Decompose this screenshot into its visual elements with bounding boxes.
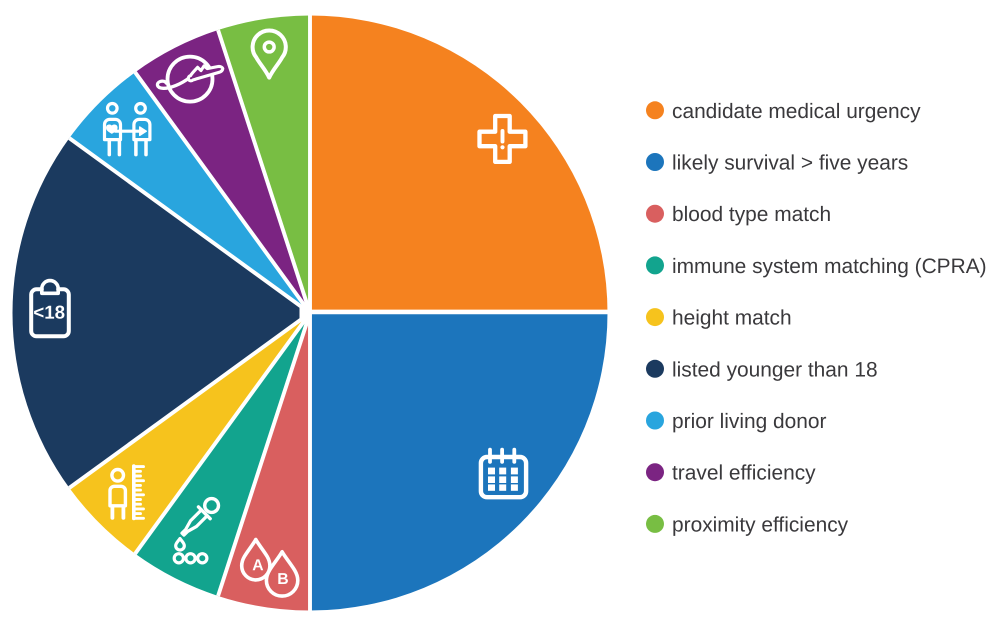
svg-text:immune system matching (CPRA): immune system matching (CPRA) xyxy=(672,255,987,278)
svg-text:likely survival > five years: likely survival > five years xyxy=(672,152,908,175)
svg-text:height match: height match xyxy=(672,307,792,330)
svg-text:listed younger than 18: listed younger than 18 xyxy=(672,358,878,381)
svg-text:prior living donor: prior living donor xyxy=(672,410,826,433)
svg-text:candidate medical urgency: candidate medical urgency xyxy=(672,100,921,123)
svg-text:blood type match: blood type match xyxy=(672,203,831,226)
svg-text:travel efficiency: travel efficiency xyxy=(672,462,816,485)
svg-text:proximity efficiency: proximity efficiency xyxy=(672,513,849,536)
